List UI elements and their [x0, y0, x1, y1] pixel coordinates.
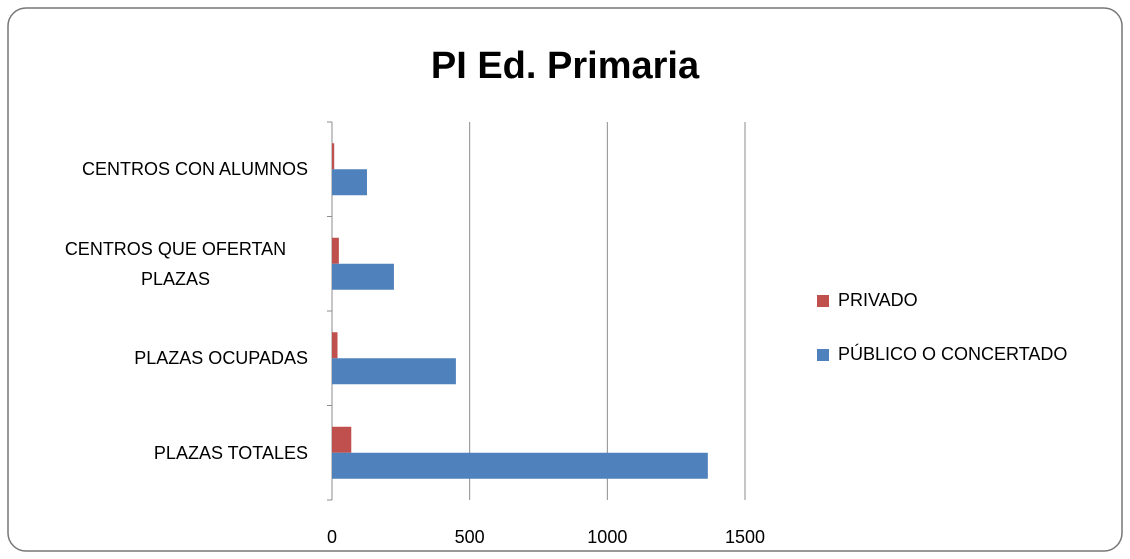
- legend-label: PRIVADO: [838, 290, 918, 310]
- legend-swatch: [817, 349, 829, 361]
- y-tick-label: PLAZAS TOTALES: [18, 406, 308, 500]
- y-tick-label-text: PLAZAS TOTALES: [153, 442, 308, 463]
- y-tick-label: CENTROS CON ALUMNOS: [18, 122, 308, 216]
- bar: [332, 169, 367, 196]
- bar: [332, 332, 338, 359]
- chart-title: PI Ed. Primaria: [431, 45, 700, 87]
- bar: [332, 237, 339, 264]
- bar: [332, 358, 456, 385]
- y-tick-label: CENTROS QUE OFERTAN PLAZAS: [18, 217, 308, 311]
- bar: [332, 143, 335, 170]
- x-tick-label: 0: [327, 527, 337, 547]
- legend-swatch: [817, 295, 829, 307]
- bar: [332, 426, 352, 453]
- x-tick-label: 1000: [587, 527, 627, 547]
- y-tick-label-text: CENTROS CON ALUMNOS: [81, 159, 308, 179]
- legend-label: PÚBLICO O CONCERTADO: [838, 343, 1067, 364]
- y-tick-label: PLAZAS OCUPADAS: [18, 311, 308, 405]
- y-tick-label-text: CENTROS QUE OFERTAN PLAZAS: [64, 238, 287, 289]
- bar: [332, 263, 394, 290]
- chart-border: [7, 7, 1123, 552]
- x-tick-label: 1500: [725, 527, 765, 547]
- bar: [332, 452, 708, 479]
- x-tick-label: 500: [455, 527, 485, 547]
- y-tick-label-text: PLAZAS OCUPADAS: [134, 348, 308, 368]
